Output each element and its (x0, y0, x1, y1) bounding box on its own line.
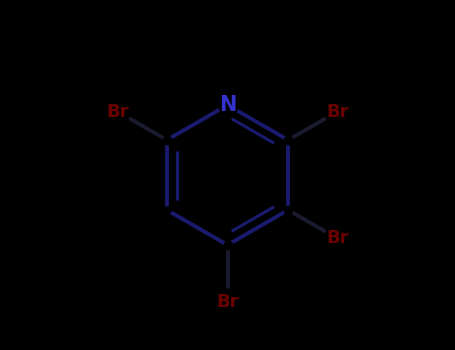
Text: Br: Br (326, 103, 349, 121)
Text: Br: Br (326, 229, 349, 247)
Text: Br: Br (106, 103, 129, 121)
Text: N: N (219, 95, 236, 115)
Text: Br: Br (216, 293, 239, 311)
